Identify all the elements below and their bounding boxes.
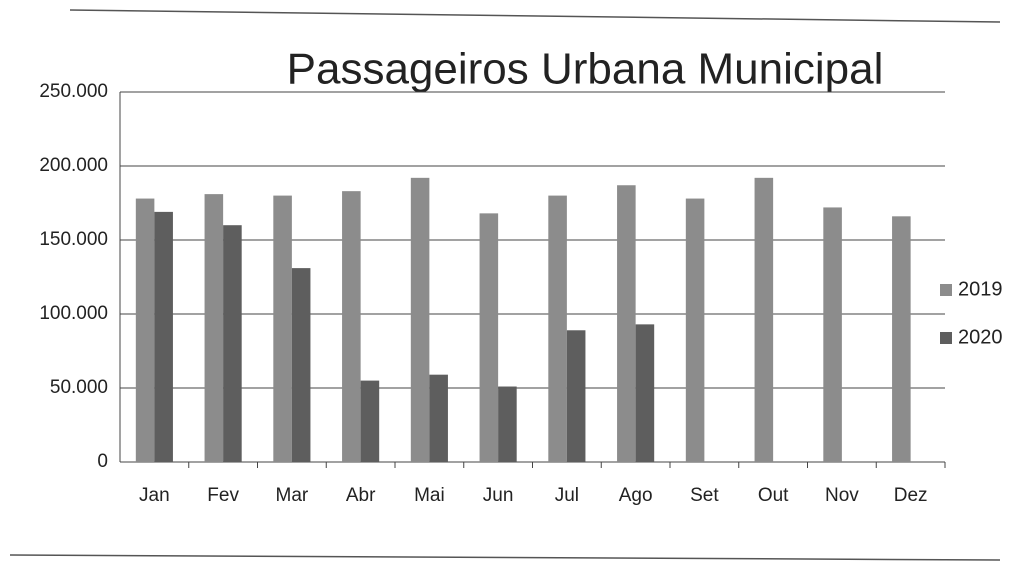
x-tick-label: Set [690,485,719,506]
x-tick-label: Jun [483,485,514,506]
x-tick-label: Fev [207,485,239,506]
y-tick-label: 250.000 [39,81,108,102]
bar [273,195,292,462]
bar [154,211,173,462]
y-tick-label: 100.000 [39,303,108,324]
x-tick-label: Mai [414,485,445,506]
bar [617,185,636,463]
frame-bottom [9,554,1001,561]
legend-swatch [940,332,952,344]
bar [479,213,499,462]
x-tick-label: Jan [139,485,170,506]
bar [223,225,242,462]
bar [204,194,224,462]
legend-label: 2019 [958,278,1003,300]
y-tick-label: 200.000 [39,155,108,176]
y-tick-label: 50.000 [50,377,108,398]
bar [685,198,705,462]
bar [410,177,430,462]
legend-label: 2020 [958,326,1003,348]
bar [754,177,774,462]
bar [429,374,448,462]
bar [892,216,911,462]
x-tick-label: Nov [825,485,859,506]
bar [342,191,361,462]
x-tick-label: Ago [619,485,653,506]
x-tick-label: Dez [894,485,928,506]
x-tick-label: Mar [276,485,309,506]
x-tick-label: Abr [346,485,376,506]
x-tick-label: Jul [555,485,579,506]
bar [823,207,842,462]
bar [548,195,567,462]
frame-top [69,9,1001,23]
y-tick-label: 0 [97,451,108,472]
bar [566,330,586,462]
x-tick-label: Out [758,485,789,506]
y-tick-label: 150.000 [39,229,108,250]
bar [360,380,380,462]
legend-swatch [940,284,952,296]
bar [291,268,311,462]
bar [635,324,655,462]
chart-title: Passageiros Urbana Municipal [287,45,884,94]
bar [135,198,155,462]
bar [498,386,517,462]
